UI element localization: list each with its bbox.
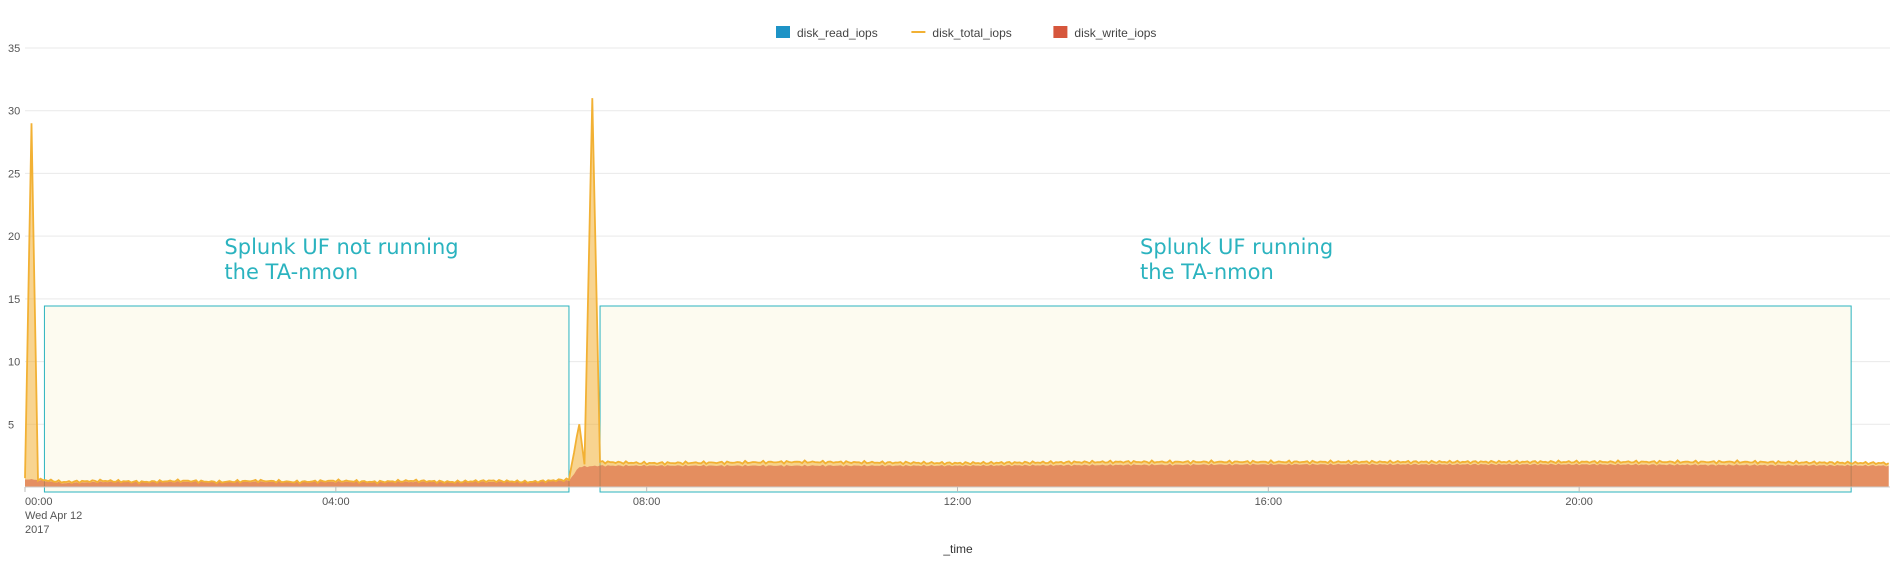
- annotation-box-0: [43, 305, 570, 493]
- y-tick-label: 5: [8, 419, 14, 431]
- series-areas: [25, 98, 1889, 487]
- x-axis-title: _time: [942, 542, 973, 556]
- legend-label: disk_read_iops: [797, 26, 878, 40]
- annotation-text: the TA-nmon: [1140, 260, 1274, 284]
- legend-item-disk_total_iops[interactable]: disk_total_iops: [911, 26, 1012, 40]
- y-tick-label: 10: [8, 357, 20, 369]
- annotation-text: the TA-nmon: [224, 260, 358, 284]
- x-tick-label: 04:00: [322, 496, 350, 508]
- x-tick-label: 12:00: [944, 496, 972, 508]
- series-line-disk_total_iops: [24, 98, 1890, 485]
- legend-label: disk_total_iops: [932, 26, 1011, 40]
- annotation-regions: [43, 305, 1852, 493]
- annotation-text: Splunk UF not running: [224, 235, 458, 259]
- x-tick-sublabel: Wed Apr 12: [25, 510, 82, 522]
- legend-swatch: [776, 26, 790, 38]
- legend[interactable]: disk_read_iops disk_total_iops disk_write_…: [776, 26, 1156, 40]
- legend-item-disk_write_iops[interactable]: disk_write_iops: [1053, 26, 1156, 40]
- annotation-text: Splunk UF running: [1140, 235, 1333, 259]
- x-tick-label: 00:00: [25, 496, 53, 508]
- y-tick-label: 30: [8, 106, 20, 118]
- y-tick-label: 15: [8, 294, 20, 306]
- x-axis-ticks: 00:00 Wed Apr 12 2017 04:00 08:00 12:00 16:00 2…: [24, 486, 1890, 536]
- series-lines: [24, 98, 1890, 485]
- y-tick-label: 25: [8, 168, 20, 180]
- legend-swatch: [1053, 26, 1068, 38]
- y-tick-label: 35: [8, 43, 20, 55]
- x-tick-label: 08:00: [633, 496, 661, 508]
- x-tick-label: 20:00: [1565, 496, 1593, 508]
- y-axis-ticks: 5 10 15 20 25 30 35: [8, 43, 20, 431]
- legend-item-disk_read_iops[interactable]: disk_read_iops: [776, 26, 878, 40]
- legend-label: disk_write_iops: [1074, 26, 1156, 40]
- x-tick-label: 16:00: [1255, 496, 1283, 508]
- x-tick-sublabel: 2017: [25, 524, 49, 536]
- y-tick-label: 20: [8, 231, 20, 243]
- series-area-disk_write_iops: [25, 463, 1889, 487]
